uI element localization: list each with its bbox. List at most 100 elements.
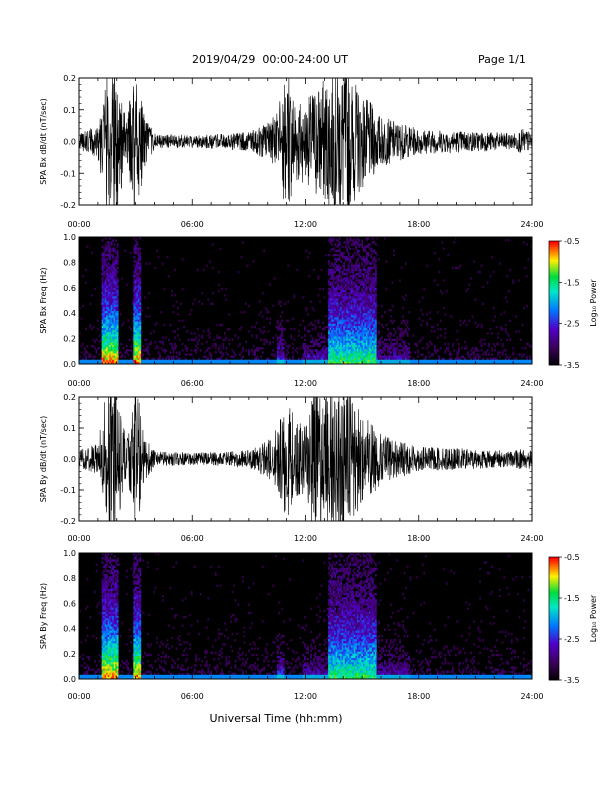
spectrogram-cell bbox=[83, 353, 86, 356]
spectrogram-cell bbox=[361, 336, 364, 339]
spectrogram-cell bbox=[346, 300, 349, 303]
spectrogram-cell bbox=[133, 275, 136, 278]
spectrogram-cell bbox=[328, 323, 330, 327]
spectrogram-cell bbox=[338, 264, 341, 267]
spectrogram-cell bbox=[288, 344, 291, 348]
spectrogram-cell bbox=[320, 268, 323, 272]
spectrogram-cell bbox=[346, 258, 349, 261]
spectrogram-cell bbox=[370, 342, 373, 346]
spectrogram-cell bbox=[394, 353, 397, 356]
spectrogram-cell bbox=[79, 609, 81, 613]
spectrogram-cell bbox=[133, 609, 136, 613]
spectrogram-cell bbox=[112, 559, 115, 562]
spectrogram-cell bbox=[320, 332, 323, 335]
spectrogram-cell bbox=[497, 342, 500, 346]
spectrogram-cell bbox=[92, 359, 95, 363]
spectrogram-cell bbox=[137, 321, 140, 325]
spectrogram-cell bbox=[356, 347, 359, 350]
spectrogram-cell bbox=[109, 325, 112, 329]
spectrogram-cell bbox=[477, 270, 480, 274]
spectrogram-cell bbox=[377, 330, 380, 333]
spectrogram-cell bbox=[134, 586, 137, 589]
spectrogram-cell bbox=[341, 338, 344, 342]
spectrogram-cell bbox=[115, 323, 118, 327]
spectrogram-cell bbox=[527, 359, 530, 363]
spectrogram-cell bbox=[480, 349, 483, 352]
spectrogram-cell bbox=[316, 351, 318, 354]
spectrogram-cell bbox=[103, 270, 105, 274]
spectrogram-cell bbox=[385, 260, 388, 263]
spectrogram-cell bbox=[245, 359, 247, 363]
spectrogram-cell bbox=[94, 347, 96, 350]
spectrogram-cell bbox=[139, 344, 142, 348]
spectrogram-cell bbox=[371, 361, 374, 365]
spectrogram-cell bbox=[119, 664, 122, 667]
spectrogram-cell bbox=[362, 330, 365, 333]
spectrogram-cell bbox=[109, 296, 112, 299]
spectrogram-cell bbox=[103, 275, 105, 278]
spectrogram-cell bbox=[115, 607, 118, 610]
spectrogram-cell bbox=[352, 334, 355, 337]
spectrogram-cell bbox=[337, 357, 340, 361]
spectrogram-cell bbox=[112, 302, 115, 306]
spectrogram-cell bbox=[331, 349, 333, 352]
spectrogram-cell bbox=[137, 260, 140, 263]
spectrogram-cell bbox=[344, 351, 347, 354]
spectrogram-cell bbox=[137, 319, 140, 322]
spectrogram-cell bbox=[350, 281, 353, 284]
spectrogram-cell bbox=[358, 266, 361, 270]
spectrogram-cell bbox=[109, 323, 112, 327]
spectrogram-cell bbox=[106, 258, 108, 261]
spectrogram-cell bbox=[335, 361, 338, 365]
spectrogram-cell bbox=[106, 611, 108, 615]
spectrogram-cell bbox=[353, 296, 356, 299]
spectrogram-cell bbox=[479, 361, 481, 365]
spectrogram-cell bbox=[101, 609, 104, 613]
spectrogram-cell bbox=[450, 315, 453, 318]
spectrogram-cell bbox=[115, 601, 118, 604]
spectrogram-cell bbox=[358, 328, 361, 331]
spectrogram-cell bbox=[101, 357, 104, 361]
spectrogram-cell bbox=[424, 361, 427, 365]
spectrogram-cell bbox=[130, 567, 133, 571]
spectrogram-cell bbox=[390, 319, 392, 322]
spectrogram-cell bbox=[347, 306, 350, 310]
spectrogram-cell bbox=[112, 332, 115, 335]
spectrogram-cell bbox=[109, 660, 112, 663]
spectrogram-cell bbox=[442, 357, 445, 361]
spectrogram-cell bbox=[334, 277, 336, 280]
spectrogram-cell bbox=[329, 272, 332, 276]
spectrogram-cell bbox=[106, 569, 108, 573]
spectrogram-cell bbox=[403, 347, 406, 350]
spectrogram-cell bbox=[172, 351, 175, 354]
spectrogram-cell bbox=[409, 355, 412, 358]
spectrogram-cell bbox=[198, 300, 201, 303]
spectrogram-cell bbox=[110, 668, 113, 671]
spectrogram-cell bbox=[91, 674, 93, 678]
spectrogram-cell bbox=[190, 349, 193, 352]
spectrogram-cell bbox=[104, 637, 107, 640]
spectrogram-cell bbox=[216, 357, 219, 361]
spectrogram-cell bbox=[225, 287, 228, 291]
spectrogram-cell bbox=[355, 241, 358, 244]
spectrogram-cell bbox=[314, 325, 317, 329]
spectrogram-cell bbox=[331, 330, 333, 333]
spectrogram-cell bbox=[356, 277, 359, 280]
spectrogram-cell bbox=[113, 264, 116, 267]
spectrogram-cell bbox=[121, 359, 124, 363]
spectrogram-cell bbox=[85, 607, 87, 610]
spectrogram-cell bbox=[128, 338, 131, 342]
spectrogram-cell bbox=[106, 336, 108, 339]
spectrogram-cell bbox=[403, 351, 406, 354]
spectrogram-cell bbox=[328, 287, 330, 291]
spectrogram-cell bbox=[217, 336, 220, 339]
spectrogram-cell bbox=[368, 277, 371, 280]
spectrogram-cell bbox=[134, 266, 137, 270]
spectrogram-cell bbox=[116, 658, 119, 661]
spectrogram-cell bbox=[109, 338, 112, 342]
spectrogram-cell bbox=[495, 359, 498, 363]
spectrogram-cell bbox=[207, 334, 210, 337]
spectrogram-cell bbox=[109, 613, 112, 617]
spectrogram-cell bbox=[352, 270, 355, 274]
spectrogram-cell bbox=[361, 264, 364, 267]
